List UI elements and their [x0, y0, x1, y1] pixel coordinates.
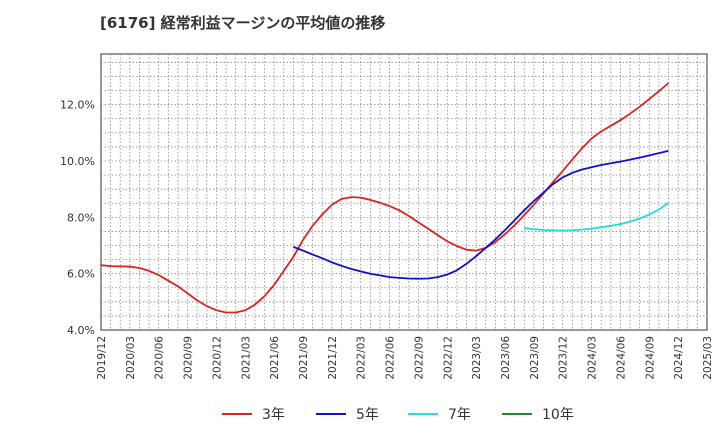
grid-lines: [101, 54, 707, 330]
y-tick-label: 10.0%: [60, 155, 95, 168]
legend-label: 5年: [356, 407, 379, 423]
x-tick-label: 2020/06: [154, 336, 166, 380]
y-tick-label: 4.0%: [67, 324, 95, 337]
x-tick-label: 2023/03: [471, 336, 483, 380]
series-line-1: [293, 150, 669, 280]
x-axis-tick-labels: 2019/12 2020/03 2020/06 2020/09 2020/12 2021/…: [96, 336, 714, 380]
legend-label: 3年: [262, 407, 285, 423]
legend: 3年 5年 7年 10年: [222, 407, 574, 423]
x-tick-label: 2023/06: [500, 336, 512, 380]
y-tick-label: 6.0%: [67, 268, 95, 281]
y-tick-label: 8.0%: [67, 211, 95, 224]
x-tick-label: 2020/09: [183, 336, 195, 380]
x-tick-label: 2022/03: [356, 336, 368, 380]
series-lines: [100, 82, 670, 314]
plot-area: [100, 53, 708, 331]
x-tick-label: 2023/09: [529, 336, 541, 380]
series-line-2: [524, 201, 670, 232]
legend-label: 10年: [542, 407, 574, 423]
x-tick-label: 2021/09: [298, 336, 310, 380]
x-tick-label: 2021/06: [269, 336, 281, 380]
chart-title: [6176] 経常利益マージンの平均値の推移: [100, 14, 386, 32]
x-tick-label: 2019/12: [96, 336, 108, 380]
legend-label: 7年: [448, 407, 471, 423]
y-axis-tick-labels: 4.0% 6.0% 8.0% 10.0% 12.0%: [60, 99, 95, 337]
x-tick-label: 2020/12: [211, 336, 223, 380]
x-tick-label: 2020/03: [125, 336, 137, 380]
series-line-0: [100, 82, 670, 314]
x-tick-label: 2021/12: [327, 336, 339, 380]
x-tick-label: 2024/09: [644, 336, 656, 380]
x-tick-label: 2021/03: [240, 336, 252, 380]
x-tick-label: 2023/12: [558, 336, 570, 380]
x-tick-label: 2024/06: [615, 336, 627, 380]
x-tick-label: 2022/09: [413, 336, 425, 380]
x-tick-label: 2022/06: [385, 336, 397, 380]
y-tick-label: 12.0%: [60, 99, 95, 112]
x-tick-label: 2022/12: [442, 336, 454, 380]
x-tick-label: 2025/03: [702, 336, 714, 380]
x-tick-label: 2024/03: [587, 336, 599, 380]
x-tick-label: 2024/12: [673, 336, 685, 380]
